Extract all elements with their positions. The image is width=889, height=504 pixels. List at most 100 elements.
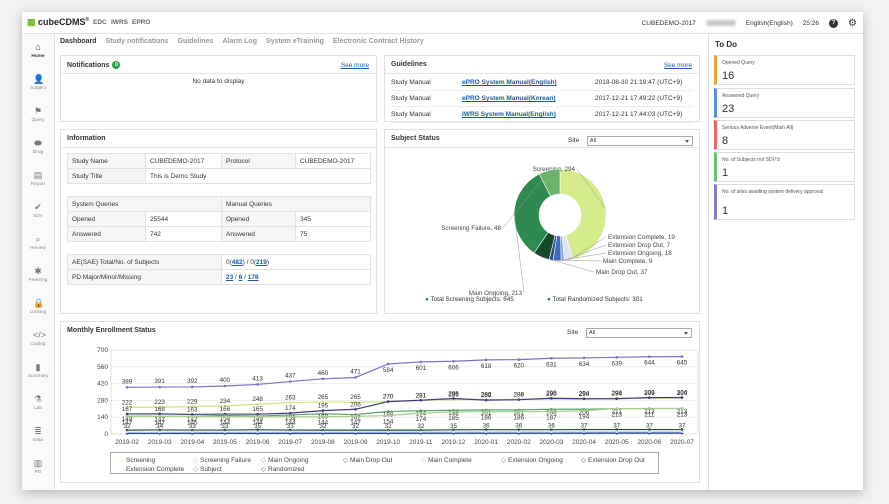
todo-card[interactable]: Opened Query 16 — [714, 55, 855, 85]
series-point[interactable] — [354, 415, 357, 418]
series-point[interactable] — [582, 356, 586, 360]
series-point[interactable] — [452, 430, 455, 434]
series-point[interactable] — [158, 412, 161, 416]
series-point[interactable] — [582, 430, 586, 434]
series-point[interactable] — [190, 413, 194, 416]
series-point[interactable] — [190, 428, 194, 432]
series-point[interactable] — [648, 355, 651, 359]
series-point[interactable] — [125, 406, 129, 409]
sidebar-item-lab[interactable]: ⚗ Lab — [22, 386, 54, 418]
todo-card[interactable]: No. of Subjects not SDV'd 1 — [714, 152, 855, 182]
series-point[interactable] — [615, 407, 619, 410]
legend-item-main-complete[interactable]: ◇ Main Complete — [421, 456, 472, 464]
tab-study-notifications[interactable]: Study notifications — [105, 38, 169, 45]
series-point[interactable] — [223, 430, 227, 434]
series-point[interactable] — [582, 409, 586, 413]
sidebar-item-subject[interactable]: 👤 Subject — [22, 66, 54, 98]
ae-total-link[interactable]: 482 — [231, 258, 243, 266]
series-point[interactable] — [321, 377, 325, 381]
series-point[interactable] — [550, 356, 553, 360]
series-point[interactable] — [386, 400, 390, 403]
series-point[interactable] — [190, 430, 194, 434]
series-point[interactable] — [223, 415, 227, 419]
series-point[interactable] — [550, 396, 553, 400]
sidebar-item-data[interactable]: ≣ Data — [22, 418, 54, 450]
series-point[interactable] — [223, 428, 227, 432]
series-point[interactable] — [256, 383, 259, 386]
series-point[interactable] — [452, 410, 455, 414]
series-point[interactable] — [354, 376, 357, 379]
series-point[interactable] — [484, 430, 488, 434]
series-point[interactable] — [419, 430, 423, 434]
series-point[interactable] — [354, 430, 357, 434]
series-point[interactable] — [419, 398, 423, 402]
series-point[interactable] — [680, 355, 684, 358]
series-point[interactable] — [550, 407, 553, 411]
pd-minor-link[interactable]: 6 — [238, 273, 243, 281]
series-point[interactable] — [256, 428, 259, 432]
series-point[interactable] — [419, 409, 423, 413]
series-point[interactable] — [484, 408, 488, 412]
series-point[interactable] — [615, 428, 619, 431]
series-point[interactable] — [158, 385, 161, 389]
series-point[interactable] — [354, 413, 357, 416]
legend-item-screening-failure[interactable]: ◇ Screening Failure — [193, 456, 251, 464]
series-point[interactable] — [582, 397, 586, 401]
series-point[interactable] — [321, 409, 325, 412]
legend-item-randomized[interactable]: ◇ Randomized — [261, 465, 305, 473]
legend-item-extension-complete[interactable]: ◇ Extension Complete — [119, 465, 184, 473]
sidebar-item-report[interactable]: ▤ Report — [22, 162, 54, 194]
nav-epro[interactable]: EPRO — [132, 19, 151, 26]
enrollment-site-select[interactable]: All — [586, 328, 692, 338]
subject-site-select[interactable]: All — [587, 136, 693, 146]
series-point[interactable] — [517, 358, 521, 361]
series-point[interactable] — [256, 402, 259, 406]
series-point[interactable] — [550, 410, 553, 413]
tab-alarm-log[interactable]: Alarm Log — [222, 38, 257, 45]
sidebar-item-drug[interactable]: ⬬ Drug — [22, 130, 54, 162]
series-point[interactable] — [190, 405, 194, 408]
guideline-link[interactable]: ePRO System Manual(English) — [462, 79, 557, 86]
tab-guidelines[interactable]: Guidelines — [177, 38, 214, 45]
logo[interactable]: ▦ cubeCDMS® — [27, 17, 90, 27]
series-point[interactable] — [648, 396, 651, 399]
help-icon[interactable]: ? — [829, 18, 839, 28]
series-point[interactable] — [484, 398, 488, 402]
guidelines-see-more-link[interactable]: See more — [663, 62, 692, 69]
series-point[interactable] — [223, 404, 227, 408]
series-point[interactable] — [321, 415, 325, 419]
series-point[interactable] — [125, 430, 129, 434]
series-point[interactable] — [484, 358, 488, 362]
series-point[interactable] — [680, 396, 684, 399]
series-point[interactable] — [256, 430, 259, 434]
todo-card[interactable]: Answered Query 23 — [714, 88, 855, 118]
series-point[interactable] — [386, 430, 390, 434]
legend-item-extension-ongoing[interactable]: ◇ Extension Ongoing — [501, 456, 563, 464]
sidebar-item-locking[interactable]: 🔒 Locking — [22, 290, 54, 322]
ae-subjects-link[interactable]: 219 — [256, 258, 267, 266]
legend-item-extension-drop-out[interactable]: ◇ Extension Drop Out — [581, 456, 645, 464]
series-point[interactable] — [386, 414, 390, 417]
tab-dashboard[interactable]: Dashboard — [60, 38, 97, 45]
series-point[interactable] — [615, 356, 619, 359]
series-point[interactable] — [321, 400, 325, 404]
series-point[interactable] — [484, 410, 488, 413]
series-point[interactable] — [158, 430, 161, 434]
pd-major-link[interactable]: 23 — [226, 273, 234, 281]
series-point[interactable] — [158, 428, 161, 432]
series-point[interactable] — [354, 400, 357, 404]
series-point[interactable] — [615, 430, 619, 434]
series-point[interactable] — [386, 362, 390, 366]
gear-icon[interactable]: ⚙ — [848, 17, 857, 29]
series-point[interactable] — [615, 397, 619, 401]
series-point[interactable] — [648, 430, 651, 434]
series-point[interactable] — [550, 428, 553, 431]
series-point[interactable] — [288, 413, 292, 417]
series-point[interactable] — [419, 360, 423, 364]
series-point[interactable] — [223, 384, 227, 388]
series-point[interactable] — [452, 428, 455, 432]
tab-system-etraining[interactable]: System eTraining — [265, 38, 324, 45]
series-point[interactable] — [158, 405, 161, 409]
series-point[interactable] — [680, 407, 684, 410]
series-point[interactable] — [452, 359, 455, 363]
